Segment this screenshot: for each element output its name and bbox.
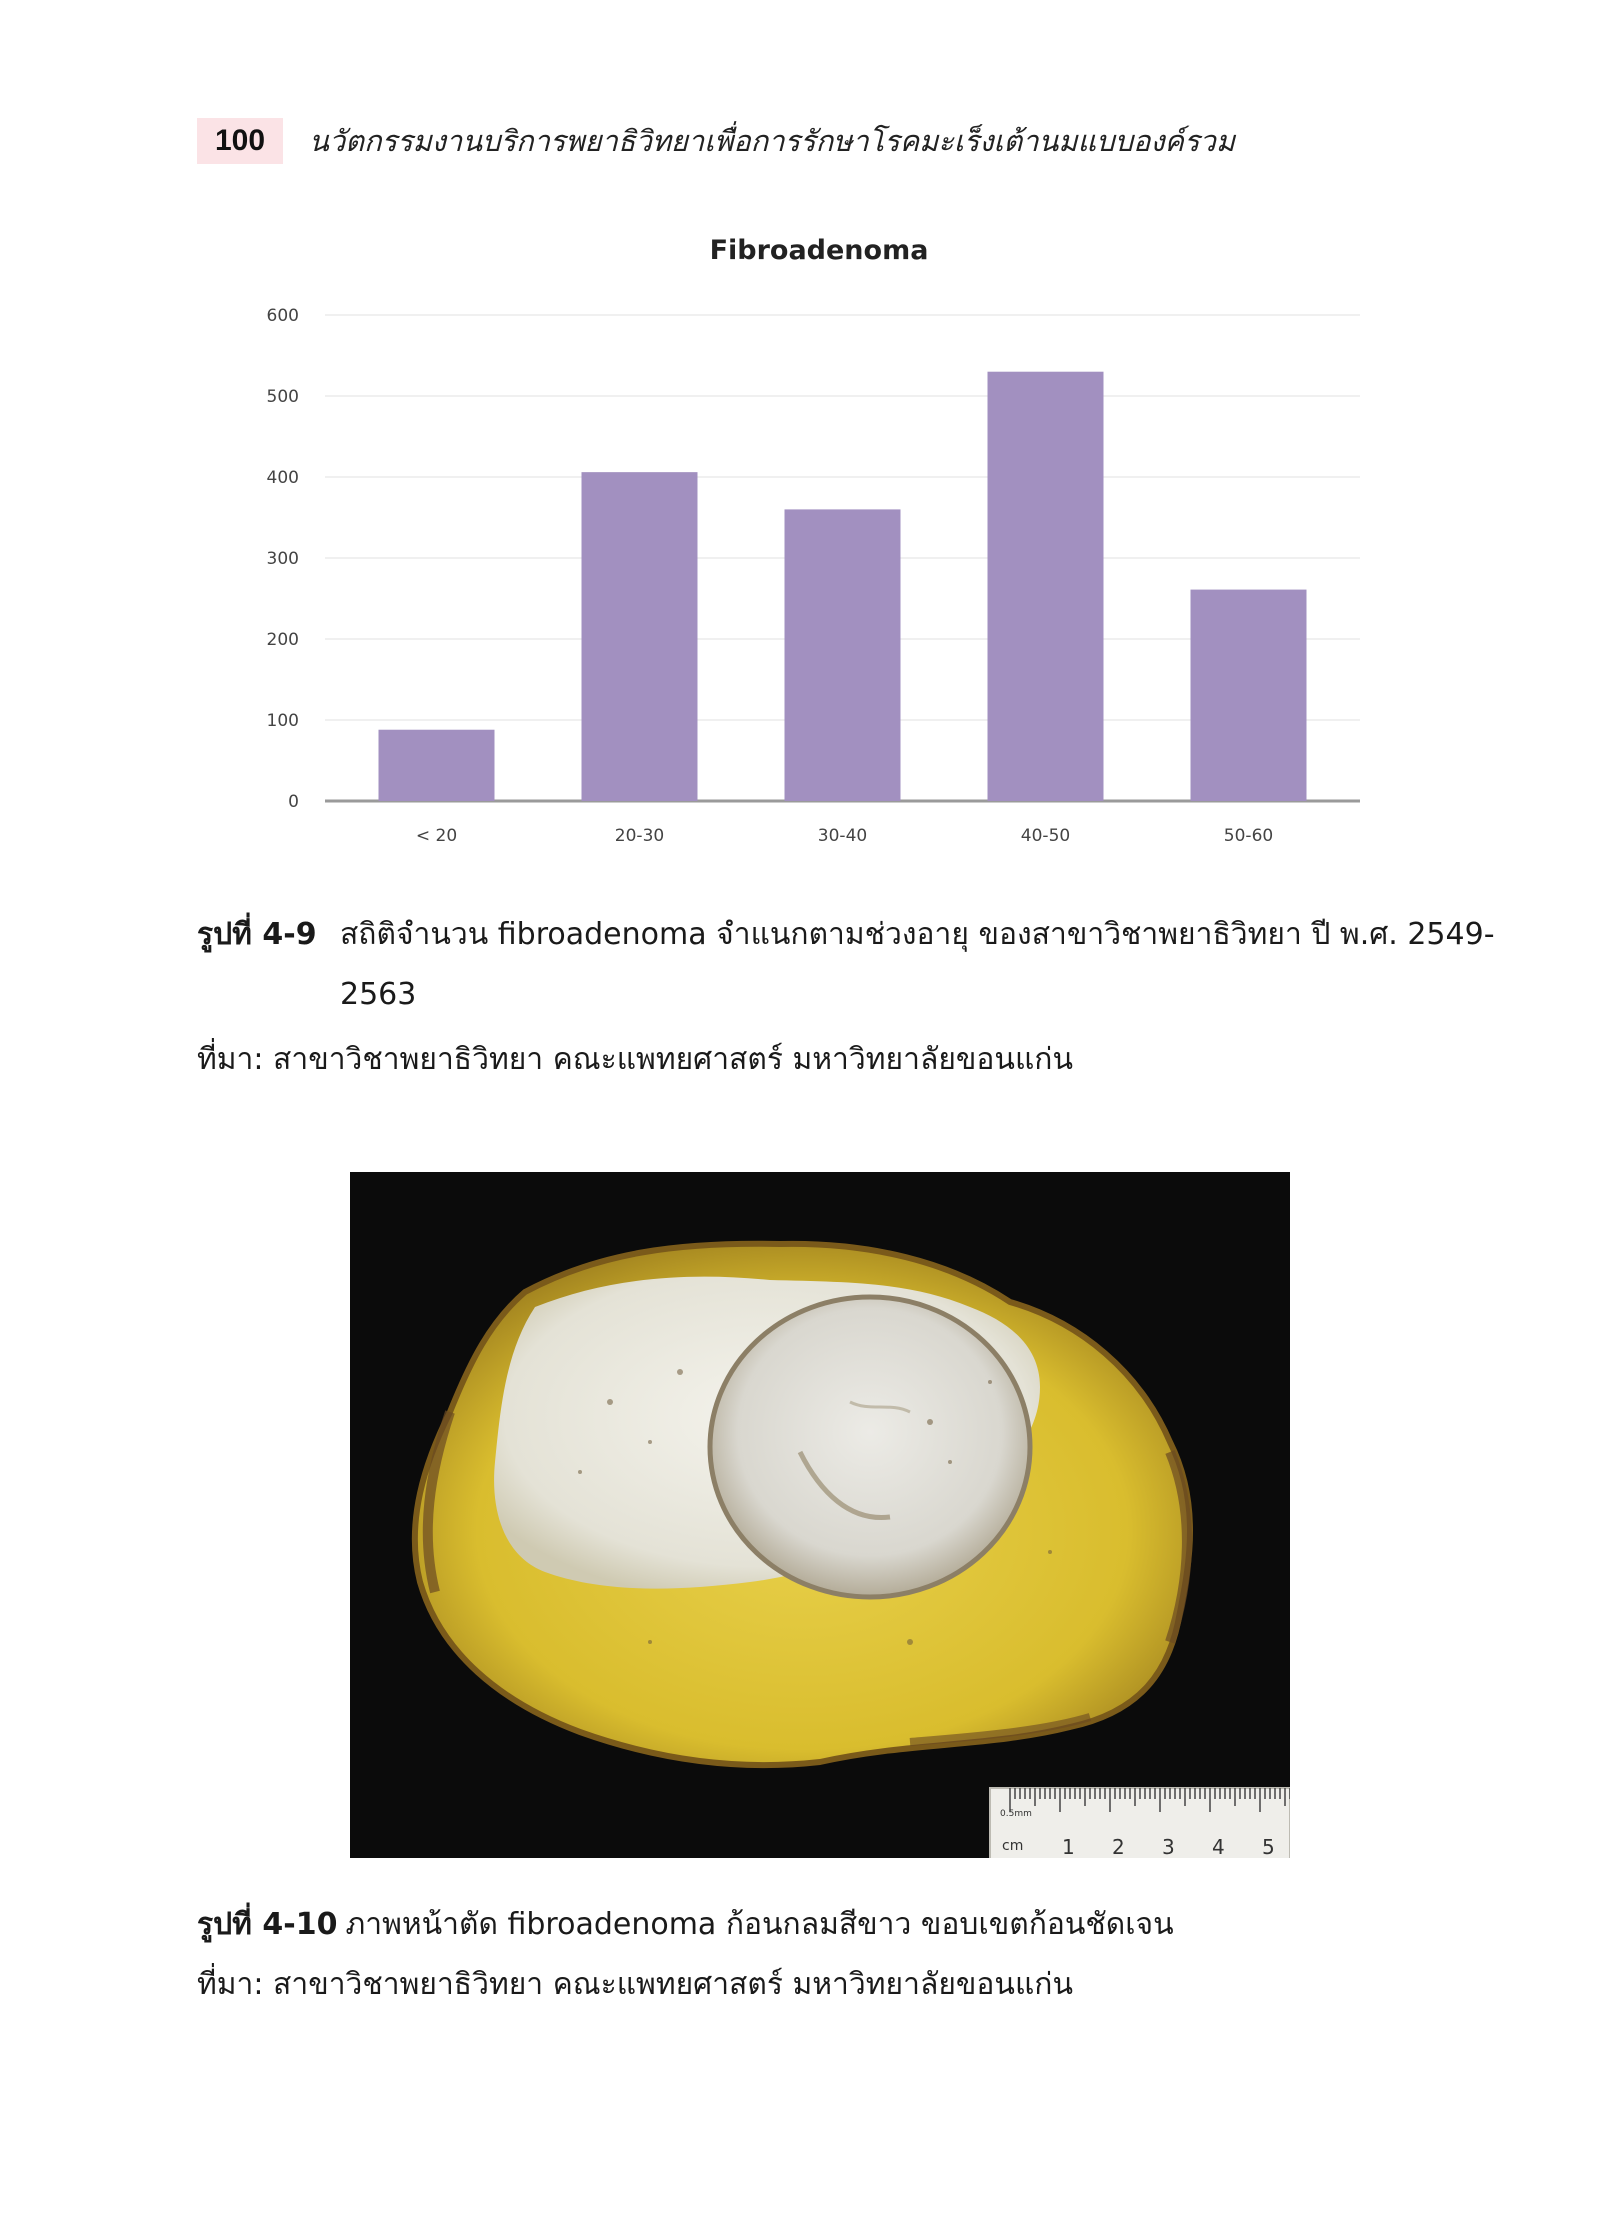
figure-4-10-source: ที่มา: สาขาวิชาพยาธิวิทยา คณะแพทยศาสตร์ … — [197, 1967, 1073, 2002]
figure-4-9-source: ที่มา: สาขาวิชาพยาธิวิทยา คณะแพทยศาสตร์ … — [197, 1042, 1073, 1077]
ruler-number: 5 — [1262, 1835, 1275, 1858]
chart-title: Fibroadenoma — [710, 235, 929, 266]
chart-svg: Fibroadenoma 0 100 200 300 400 500 600 < 20 20-… — [267, 235, 1360, 846]
ruler-mm-label: 0.5mm — [1000, 1809, 1032, 1819]
ruler-number: 2 — [1112, 1835, 1125, 1858]
figure-4-9-label: รูปที่ 4-9 — [197, 917, 317, 952]
figure-4-10-caption-text: ภาพหน้าตัด fibroadenoma ก้อนกลมสีขาว ขอบ… — [345, 1907, 1174, 1942]
figure-4-9-caption-line1: สถิติจำนวน fibroadenoma จำแนกตามช่วงอายุ… — [340, 917, 1495, 952]
x-tick-label: 20-30 — [615, 826, 664, 846]
fibroadenoma-nodule — [707, 1294, 1033, 1600]
bar — [581, 472, 698, 801]
y-tick-label: 500 — [267, 387, 299, 407]
figure-4-10-caption: รูปที่ 4-10 ภาพหน้าตัด fibroadenoma ก้อนก… — [197, 1895, 1174, 1955]
bar — [378, 729, 495, 801]
specimen-illustration: 0.5mm cm 1 2 3 4 5 — [411, 1240, 1290, 1858]
chart-bars — [378, 371, 1307, 801]
page-header: 100 นวัตกรรมงานบริการพยาธิวิทยาเพื่อการร… — [197, 118, 1235, 164]
figure-4-9-caption: รูปที่ 4-9 สถิติจำนวน fibroadenoma จำแนกต… — [197, 905, 1495, 1025]
ruler-number: 3 — [1162, 1835, 1175, 1858]
y-tick-label: 400 — [267, 468, 299, 488]
x-tick-label: < 20 — [416, 826, 457, 846]
bar — [784, 509, 901, 801]
fibroadenoma-specimen-photo: 0.5mm cm 1 2 3 4 5 — [350, 1172, 1290, 1858]
x-tick-label: 30-40 — [818, 826, 867, 846]
figure-4-10-label: รูปที่ 4-10 — [197, 1907, 338, 1942]
x-tick-label: 40-50 — [1021, 826, 1070, 846]
y-tick-label: 0 — [288, 792, 299, 812]
fibroadenoma-age-chart: Fibroadenoma 0 100 200 300 400 500 600 < 20 20-… — [255, 215, 1375, 865]
x-tick-label: 50-60 — [1224, 826, 1273, 846]
chart-x-ticks: < 20 20-30 30-40 40-50 50-60 — [416, 826, 1273, 846]
ruler-number: 1 — [1062, 1835, 1075, 1858]
page-number: 100 — [197, 118, 283, 164]
running-title: นวัตกรรมงานบริการพยาธิวิทยาเพื่อการรักษา… — [309, 124, 1235, 158]
ruler-number: 4 — [1212, 1835, 1225, 1858]
y-tick-label: 100 — [267, 711, 299, 731]
bar — [1190, 589, 1307, 801]
ruler-unit-label: cm — [1002, 1838, 1023, 1854]
y-tick-label: 600 — [267, 306, 299, 326]
bar — [987, 371, 1104, 801]
figure-4-9-caption-line2: 2563 — [340, 977, 417, 1012]
y-tick-label: 300 — [267, 549, 299, 569]
y-tick-label: 200 — [267, 630, 299, 650]
measurement-ruler: 0.5mm cm 1 2 3 4 5 — [989, 1787, 1290, 1858]
chart-y-ticks: 0 100 200 300 400 500 600 — [267, 306, 299, 812]
